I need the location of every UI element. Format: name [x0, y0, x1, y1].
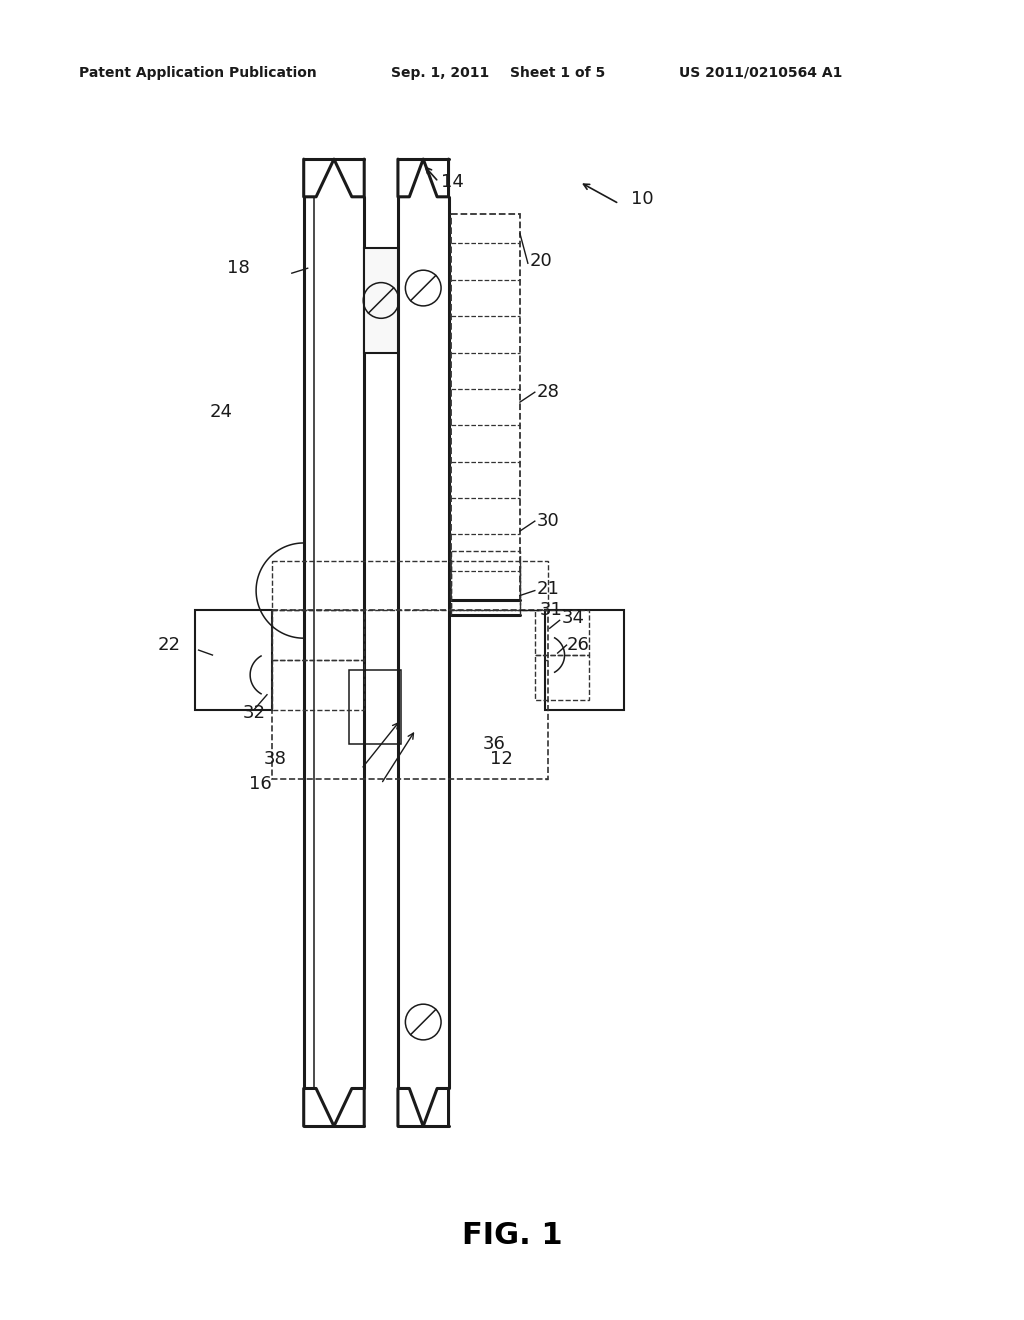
Text: 20: 20 — [529, 252, 553, 271]
Text: 21: 21 — [537, 579, 560, 598]
Bar — [272, 610, 365, 660]
Text: Patent Application Publication: Patent Application Publication — [79, 66, 316, 79]
Text: Sheet 1 of 5: Sheet 1 of 5 — [510, 66, 605, 79]
Text: 24: 24 — [209, 403, 232, 421]
Text: 38: 38 — [264, 750, 287, 768]
Text: Sep. 1, 2011: Sep. 1, 2011 — [391, 66, 489, 79]
Bar — [272, 660, 365, 710]
Bar — [365, 248, 398, 352]
Text: 10: 10 — [631, 190, 653, 207]
Text: 12: 12 — [490, 750, 513, 768]
Bar — [545, 610, 624, 710]
Text: FIG. 1: FIG. 1 — [462, 1221, 562, 1250]
Bar — [272, 561, 548, 610]
Text: 14: 14 — [440, 173, 464, 191]
Bar — [195, 610, 272, 710]
Bar — [535, 655, 590, 700]
Text: 28: 28 — [537, 383, 560, 401]
Bar — [451, 214, 520, 601]
Text: 26: 26 — [566, 636, 590, 655]
Text: 32: 32 — [243, 704, 265, 722]
Bar — [451, 550, 520, 610]
Text: 31: 31 — [540, 602, 562, 619]
Text: 18: 18 — [227, 259, 250, 277]
Text: 16: 16 — [249, 775, 272, 793]
Text: 36: 36 — [482, 735, 505, 754]
Text: 22: 22 — [158, 636, 180, 655]
Text: 30: 30 — [537, 512, 559, 531]
Bar — [272, 610, 548, 779]
Text: 34: 34 — [561, 610, 585, 627]
Text: US 2011/0210564 A1: US 2011/0210564 A1 — [679, 66, 842, 79]
Bar — [349, 671, 401, 744]
Bar — [535, 610, 590, 655]
